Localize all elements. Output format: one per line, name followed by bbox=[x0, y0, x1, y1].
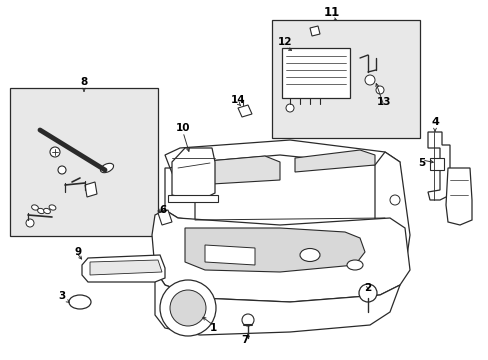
Text: 9: 9 bbox=[74, 247, 81, 257]
Ellipse shape bbox=[38, 208, 44, 213]
Ellipse shape bbox=[299, 248, 319, 261]
Ellipse shape bbox=[49, 205, 56, 210]
Polygon shape bbox=[82, 255, 164, 282]
Circle shape bbox=[50, 147, 60, 157]
Bar bbox=[271, 20, 419, 138]
Text: 3: 3 bbox=[58, 291, 65, 301]
Polygon shape bbox=[427, 132, 449, 200]
Text: 5: 5 bbox=[418, 158, 425, 168]
Polygon shape bbox=[85, 182, 97, 197]
Ellipse shape bbox=[43, 208, 50, 213]
Circle shape bbox=[58, 166, 66, 174]
Polygon shape bbox=[152, 210, 409, 302]
Bar bbox=[10, 88, 158, 236]
Text: 6: 6 bbox=[159, 205, 166, 215]
Ellipse shape bbox=[69, 295, 91, 309]
Polygon shape bbox=[445, 168, 471, 225]
Circle shape bbox=[364, 75, 374, 85]
Polygon shape bbox=[164, 168, 195, 220]
Ellipse shape bbox=[346, 260, 362, 270]
Text: 2: 2 bbox=[364, 283, 371, 293]
Ellipse shape bbox=[32, 205, 39, 210]
Polygon shape bbox=[184, 228, 364, 272]
Text: 11: 11 bbox=[323, 5, 340, 18]
Polygon shape bbox=[294, 150, 374, 172]
Polygon shape bbox=[175, 156, 280, 185]
Text: 7: 7 bbox=[241, 335, 248, 345]
Circle shape bbox=[389, 195, 399, 205]
Bar bbox=[282, 48, 349, 98]
Polygon shape bbox=[164, 140, 399, 172]
Text: 8: 8 bbox=[80, 77, 87, 87]
Circle shape bbox=[285, 104, 293, 112]
Text: 12: 12 bbox=[277, 37, 292, 47]
Polygon shape bbox=[90, 260, 162, 275]
Polygon shape bbox=[172, 148, 215, 198]
Circle shape bbox=[160, 280, 216, 336]
Circle shape bbox=[375, 86, 383, 94]
Polygon shape bbox=[168, 195, 218, 202]
Polygon shape bbox=[155, 270, 399, 335]
Text: 14: 14 bbox=[230, 95, 245, 105]
Ellipse shape bbox=[100, 163, 113, 173]
Text: 1: 1 bbox=[209, 323, 216, 333]
Circle shape bbox=[242, 314, 253, 326]
Text: 4: 4 bbox=[430, 117, 438, 127]
Polygon shape bbox=[238, 105, 251, 117]
Polygon shape bbox=[309, 26, 319, 36]
Polygon shape bbox=[158, 210, 172, 225]
Text: 13: 13 bbox=[376, 97, 390, 107]
Bar bbox=[429, 158, 443, 170]
Circle shape bbox=[170, 290, 205, 326]
Circle shape bbox=[26, 219, 34, 227]
Polygon shape bbox=[374, 152, 409, 275]
Text: 10: 10 bbox=[175, 123, 190, 133]
Polygon shape bbox=[204, 245, 254, 265]
Circle shape bbox=[358, 284, 376, 302]
